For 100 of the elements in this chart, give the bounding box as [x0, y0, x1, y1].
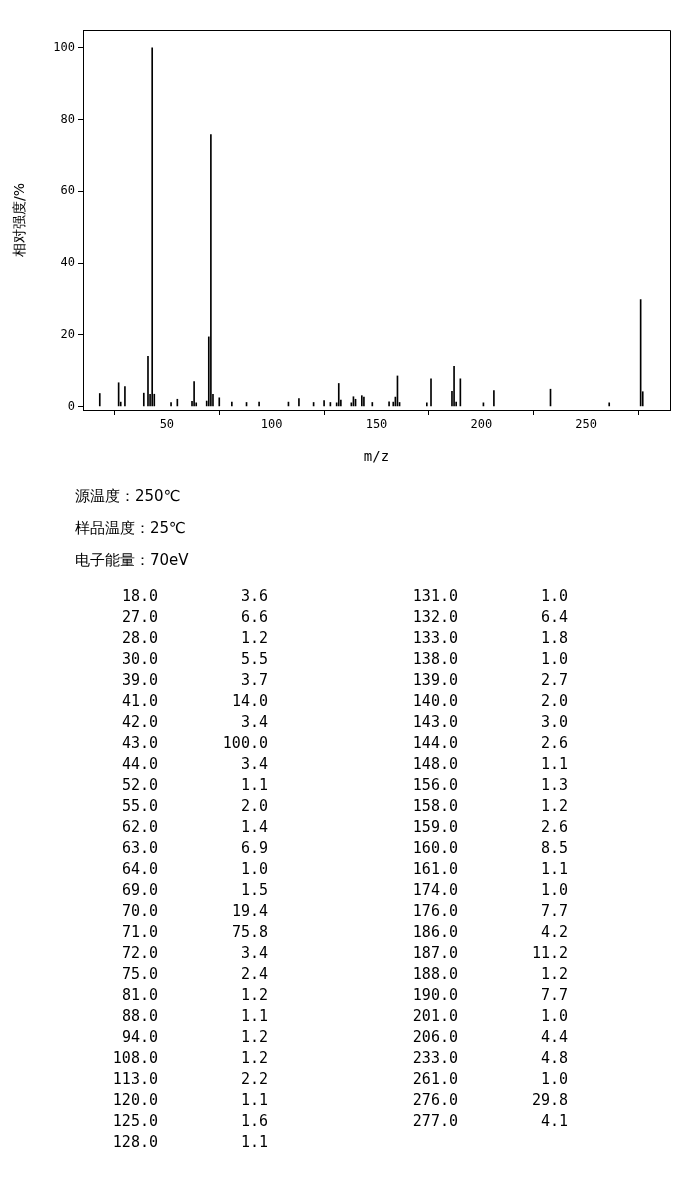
text: 3.0 [539, 711, 568, 732]
text: 62.0 [120, 816, 158, 837]
text: 1.0 [539, 879, 568, 900]
text: 4.8 [539, 1047, 568, 1068]
text: 1.1 [239, 1089, 268, 1110]
text: 27.0 [120, 606, 158, 627]
text: 1.1 [539, 753, 568, 774]
text: 3.7 [239, 669, 268, 690]
text: 43.0 [120, 732, 158, 753]
text: 160.0 [411, 837, 458, 858]
x-tick-label: 250 [575, 417, 597, 432]
text: 3.4 [239, 942, 268, 963]
text: 7.7 [539, 900, 568, 921]
text: 261.0 [411, 1068, 458, 1089]
y-tick-label: 0 [67, 398, 75, 413]
text: 277.0 [411, 1110, 458, 1131]
text: 1.1 [539, 858, 568, 879]
text: 1.1 [239, 1005, 268, 1026]
text: 201.0 [411, 1005, 458, 1026]
text: 187.0 [411, 942, 458, 963]
text: 2.6 [539, 732, 568, 753]
text: 128.0 [111, 1131, 158, 1152]
text: 158.0 [411, 795, 458, 816]
text: 64.0 [120, 858, 158, 879]
y-axis-title: 相对强度/% [11, 182, 28, 258]
y-tick-label: 100 [53, 40, 75, 55]
text: 75.0 [120, 963, 158, 984]
text: 2.4 [239, 963, 268, 984]
text: 120.0 [111, 1089, 158, 1110]
text: 72.0 [120, 942, 158, 963]
text: 70.0 [120, 900, 158, 921]
text: 148.0 [411, 753, 458, 774]
text: 52.0 [120, 774, 158, 795]
text: 139.0 [411, 669, 458, 690]
text: 8.5 [539, 837, 568, 858]
text: 29.8 [530, 1089, 568, 1110]
text: 样品温度：25℃ [75, 518, 187, 539]
text: 188.0 [411, 963, 458, 984]
text: 140.0 [411, 690, 458, 711]
text: 138.0 [411, 648, 458, 669]
text: 41.0 [120, 690, 158, 711]
text: 7.7 [539, 984, 568, 1005]
text: 14.0 [230, 690, 268, 711]
text: 81.0 [120, 984, 158, 1005]
text: 132.0 [411, 606, 458, 627]
text: 174.0 [411, 879, 458, 900]
text: 63.0 [120, 837, 158, 858]
x-tick-label: 50 [159, 417, 175, 432]
text: 2.0 [239, 795, 268, 816]
text: 2.7 [539, 669, 568, 690]
text: 源温度：250℃ [75, 486, 182, 507]
text: 18.0 [120, 585, 158, 606]
text: 113.0 [111, 1068, 158, 1089]
text: 5.5 [239, 648, 268, 669]
text: 1.0 [539, 585, 568, 606]
text: 1.2 [239, 627, 268, 648]
text: 1.0 [539, 1068, 568, 1089]
text: 125.0 [111, 1110, 158, 1131]
text: 1.2 [239, 1047, 268, 1068]
text: 55.0 [120, 795, 158, 816]
text: 44.0 [120, 753, 158, 774]
x-tick-label: 150 [365, 417, 388, 432]
text: 1.1 [239, 1131, 268, 1152]
y-tick-label: 60 [60, 183, 75, 198]
text: 1.1 [239, 774, 268, 795]
text: 电子能量：70eV [75, 550, 189, 571]
text: 276.0 [411, 1089, 458, 1110]
text: 176.0 [411, 900, 458, 921]
text: 6.6 [239, 606, 268, 627]
text: 4.4 [539, 1026, 568, 1047]
y-tick-label: 80 [60, 111, 75, 126]
text: 19.4 [230, 900, 268, 921]
text: 133.0 [411, 627, 458, 648]
text: 2.0 [539, 690, 568, 711]
text: 1.2 [539, 963, 568, 984]
y-tick-label: 40 [60, 255, 75, 270]
text: 1.8 [539, 627, 568, 648]
text: 71.0 [120, 921, 158, 942]
text: 156.0 [411, 774, 458, 795]
text: 206.0 [411, 1026, 458, 1047]
text: 94.0 [120, 1026, 158, 1047]
text: 42.0 [120, 711, 158, 732]
text: 1.4 [239, 816, 268, 837]
text: 143.0 [411, 711, 458, 732]
text: 88.0 [120, 1005, 158, 1026]
text: 2.6 [539, 816, 568, 837]
text: 190.0 [411, 984, 458, 1005]
text: 1.2 [239, 1026, 268, 1047]
text: 75.8 [230, 921, 268, 942]
text: 1.6 [239, 1110, 268, 1131]
text: 3.4 [239, 753, 268, 774]
text: 11.2 [530, 942, 568, 963]
text: 3.4 [239, 711, 268, 732]
text: 4.2 [539, 921, 568, 942]
text: 39.0 [120, 669, 158, 690]
text: 1.0 [539, 648, 568, 669]
text: 2.2 [239, 1068, 268, 1089]
text: 1.0 [539, 1005, 568, 1026]
text: 6.4 [539, 606, 568, 627]
text: 233.0 [411, 1047, 458, 1068]
